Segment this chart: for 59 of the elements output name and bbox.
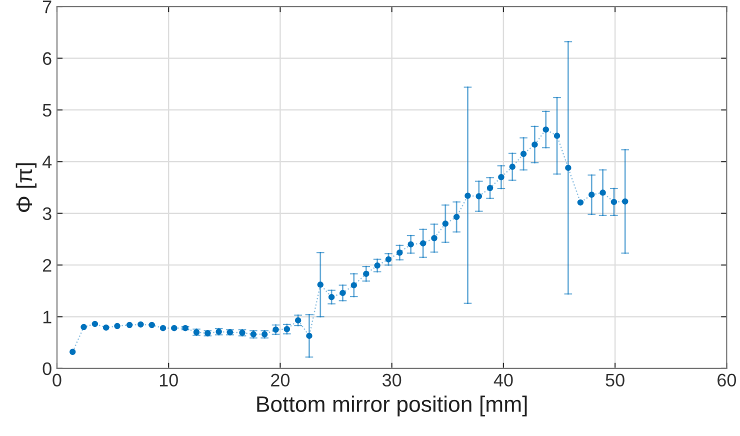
point xyxy=(284,326,290,332)
point xyxy=(532,141,538,148)
point xyxy=(160,324,166,332)
point xyxy=(396,249,403,256)
point xyxy=(622,198,628,205)
point xyxy=(554,132,560,139)
x-tick-label: 50 xyxy=(606,374,624,387)
y-tick-label: 6 xyxy=(42,52,52,65)
point xyxy=(340,290,346,296)
x-tick-label: 40 xyxy=(494,374,513,387)
point xyxy=(498,174,504,180)
point xyxy=(610,198,618,206)
point xyxy=(328,294,335,300)
x-tick-label: 0 xyxy=(52,374,62,387)
point xyxy=(476,193,482,200)
point xyxy=(385,256,392,262)
y-tick-label: 2 xyxy=(42,258,52,272)
y-tick-label: 7 xyxy=(43,0,52,14)
point xyxy=(171,324,178,332)
point xyxy=(363,270,370,277)
point xyxy=(588,192,595,198)
point xyxy=(374,262,380,269)
point xyxy=(148,322,155,328)
point xyxy=(464,192,471,199)
point xyxy=(453,214,460,220)
point xyxy=(350,282,358,288)
y-tick-label: 5 xyxy=(42,104,52,117)
point xyxy=(272,326,279,333)
point xyxy=(431,235,438,242)
point xyxy=(317,282,324,288)
point xyxy=(306,332,312,339)
point xyxy=(69,348,76,355)
y-tick-label: 4 xyxy=(42,156,52,168)
x-tick-label: 20 xyxy=(271,374,290,387)
y-tick-label: 0 xyxy=(42,362,52,376)
point xyxy=(542,126,549,133)
x-tick-label: 10 xyxy=(160,374,178,387)
point xyxy=(420,240,426,246)
point xyxy=(294,317,302,324)
y-tick-label: 3 xyxy=(42,207,52,220)
x-axis-title: Bottom mirror position [mm] xyxy=(257,396,527,416)
point xyxy=(114,322,120,330)
y-axis-title: Φ [π] xyxy=(16,163,37,212)
point xyxy=(577,199,584,206)
point xyxy=(442,220,449,227)
point xyxy=(92,320,98,328)
point xyxy=(138,321,144,328)
point xyxy=(126,322,133,328)
point xyxy=(408,241,414,248)
point xyxy=(509,164,516,170)
point xyxy=(486,184,494,192)
point xyxy=(102,324,110,331)
point xyxy=(80,324,87,330)
point xyxy=(565,164,572,171)
x-tick-label: 30 xyxy=(382,374,402,387)
y-tick-label: 1 xyxy=(43,310,52,324)
x-tick-label: 60 xyxy=(718,374,736,387)
point xyxy=(520,150,527,157)
point xyxy=(600,190,606,196)
